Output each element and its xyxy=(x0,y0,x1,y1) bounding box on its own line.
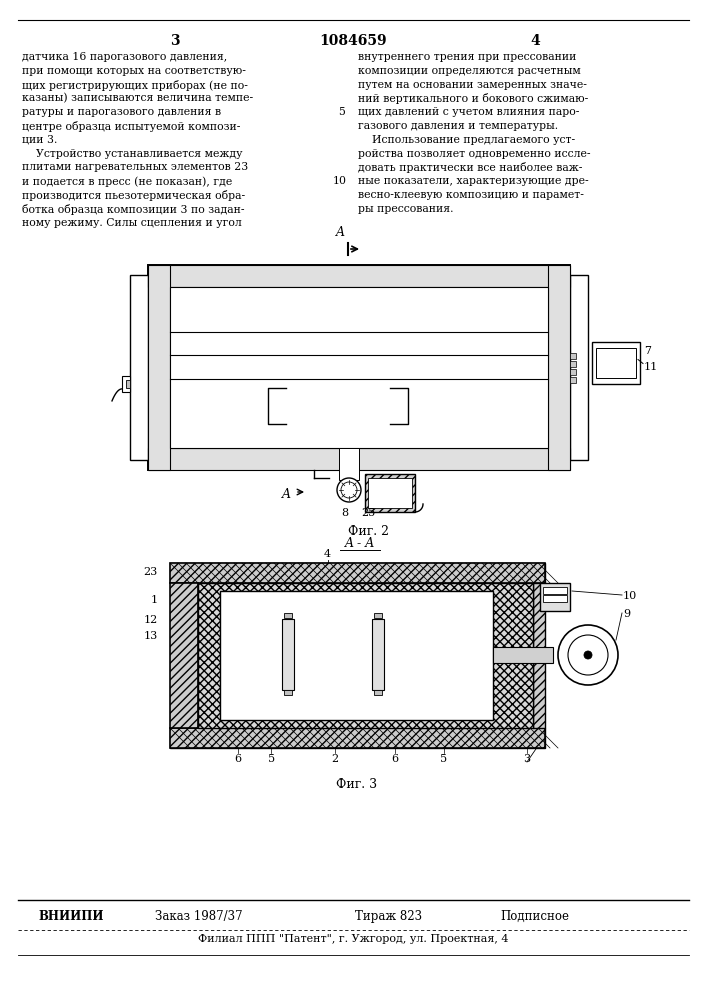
Bar xyxy=(148,265,570,287)
Text: 25: 25 xyxy=(361,508,375,518)
Bar xyxy=(148,265,170,470)
Text: 7: 7 xyxy=(644,346,651,356)
Bar xyxy=(284,690,292,695)
Text: датчика 16 парогазового давления,: датчика 16 парогазового давления, xyxy=(22,52,227,62)
Text: Подписное: Подписное xyxy=(500,910,569,923)
Bar xyxy=(148,265,570,470)
Bar xyxy=(374,613,382,618)
Text: 5: 5 xyxy=(268,754,275,764)
Text: ные показатели, характеризующие дре-: ные показатели, характеризующие дре- xyxy=(358,176,589,186)
Text: ВНИИПИ: ВНИИПИ xyxy=(38,910,103,923)
Bar xyxy=(543,595,567,602)
Text: щих регистрирующих приборах (не по-: щих регистрирующих приборах (не по- xyxy=(22,80,248,91)
Bar xyxy=(374,690,382,695)
Bar xyxy=(596,348,636,377)
Bar xyxy=(130,275,148,460)
Text: 10: 10 xyxy=(623,591,637,601)
Bar xyxy=(220,591,493,720)
Text: Фиг. 3: Фиг. 3 xyxy=(337,778,378,791)
Text: 3: 3 xyxy=(523,754,530,764)
Text: Филиал ППП "Патент", г. Ужгород, ул. Проектная, 4: Филиал ППП "Патент", г. Ужгород, ул. Про… xyxy=(198,934,508,944)
Text: 3: 3 xyxy=(170,34,180,48)
Text: Фиг. 2: Фиг. 2 xyxy=(349,525,390,538)
Bar xyxy=(570,368,576,374)
Text: довать практически все наиболее важ-: довать практически все наиболее важ- xyxy=(358,162,583,173)
Text: Тираж 823: Тираж 823 xyxy=(355,910,422,923)
Text: 23: 23 xyxy=(144,567,158,577)
Text: 6: 6 xyxy=(234,754,241,764)
Text: 1084659: 1084659 xyxy=(319,34,387,48)
Text: плитами нагревательных элементов 23: плитами нагревательных элементов 23 xyxy=(22,162,248,172)
Text: композиции определяются расчетным: композиции определяются расчетным xyxy=(358,66,580,76)
Text: центре образца испытуемой компози-: центре образца испытуемой компози- xyxy=(22,121,240,132)
Text: путем на основании замеренных значе-: путем на основании замеренных значе- xyxy=(358,80,587,90)
Bar xyxy=(368,478,412,508)
Bar xyxy=(122,376,130,392)
Text: 12: 12 xyxy=(144,615,158,625)
Text: казаны) записываются величина темпе-: казаны) записываются величина темпе- xyxy=(22,93,253,104)
Text: производится пьезотермическая обра-: производится пьезотермическая обра- xyxy=(22,190,245,201)
Text: 11: 11 xyxy=(644,361,658,371)
Bar xyxy=(170,563,545,583)
Bar xyxy=(493,647,553,663)
Text: 13: 13 xyxy=(144,631,158,641)
Bar xyxy=(570,360,576,366)
Text: Заказ 1987/37: Заказ 1987/37 xyxy=(155,910,243,923)
Text: ному режиму. Силы сцепления и угол: ному режиму. Силы сцепления и угол xyxy=(22,218,242,228)
Text: 9: 9 xyxy=(623,609,630,619)
Text: внутреннего трения при прессовании: внутреннего трения при прессовании xyxy=(358,52,576,62)
Circle shape xyxy=(558,625,618,685)
Text: ры прессования.: ры прессования. xyxy=(358,204,453,214)
Text: ции 3.: ции 3. xyxy=(22,135,57,145)
Text: A: A xyxy=(282,488,291,500)
Bar xyxy=(548,265,570,470)
Text: щих давлений с учетом влияния паро-: щих давлений с учетом влияния паро- xyxy=(358,107,579,117)
Text: A - A: A - A xyxy=(345,537,375,550)
Bar xyxy=(126,380,130,388)
Bar xyxy=(570,376,576,382)
Text: 8: 8 xyxy=(341,508,349,518)
Bar xyxy=(170,728,545,748)
Bar xyxy=(170,728,545,748)
Text: 4: 4 xyxy=(324,549,331,559)
Bar xyxy=(570,353,576,359)
Bar xyxy=(170,583,198,728)
Bar xyxy=(365,474,415,512)
Bar xyxy=(282,619,294,690)
Circle shape xyxy=(568,635,608,675)
Bar xyxy=(533,583,545,728)
Bar xyxy=(170,287,548,448)
Bar xyxy=(148,448,570,470)
Text: 2: 2 xyxy=(332,754,339,764)
Circle shape xyxy=(337,478,361,502)
Circle shape xyxy=(584,651,592,659)
Text: 5: 5 xyxy=(440,754,448,764)
Text: Использование предлагаемого уст-: Использование предлагаемого уст- xyxy=(358,135,575,145)
Bar xyxy=(570,275,588,460)
Text: ратуры и парогазового давления в: ратуры и парогазового давления в xyxy=(22,107,221,117)
Text: ботка образца композиции 3 по задан-: ботка образца композиции 3 по задан- xyxy=(22,204,245,215)
Text: Устройство устанавливается между: Устройство устанавливается между xyxy=(22,149,243,159)
Bar xyxy=(543,587,567,594)
Bar xyxy=(592,342,640,383)
Bar xyxy=(540,583,570,611)
Text: весно-клеевую композицию и парамет-: весно-клеевую композицию и парамет- xyxy=(358,190,584,200)
Bar xyxy=(198,583,533,728)
Text: 4: 4 xyxy=(530,34,540,48)
Bar xyxy=(170,563,545,583)
Text: ройства позволяет одновременно иссле-: ройства позволяет одновременно иссле- xyxy=(358,149,590,159)
Text: A: A xyxy=(336,226,344,239)
Text: 1: 1 xyxy=(151,595,158,605)
Bar xyxy=(339,448,359,480)
Text: газового давления и температуры.: газового давления и температуры. xyxy=(358,121,558,131)
Circle shape xyxy=(341,482,357,498)
Text: 10: 10 xyxy=(333,176,347,186)
Text: 5: 5 xyxy=(339,107,346,117)
Bar xyxy=(284,613,292,618)
Text: 6: 6 xyxy=(392,754,399,764)
Bar xyxy=(373,619,385,690)
Text: и подается в пресс (не показан), где: и подается в пресс (не показан), где xyxy=(22,176,233,187)
Text: ний вертикального и бокового сжимаю-: ний вертикального и бокового сжимаю- xyxy=(358,93,588,104)
Text: при помощи которых на соответствую-: при помощи которых на соответствую- xyxy=(22,66,246,76)
